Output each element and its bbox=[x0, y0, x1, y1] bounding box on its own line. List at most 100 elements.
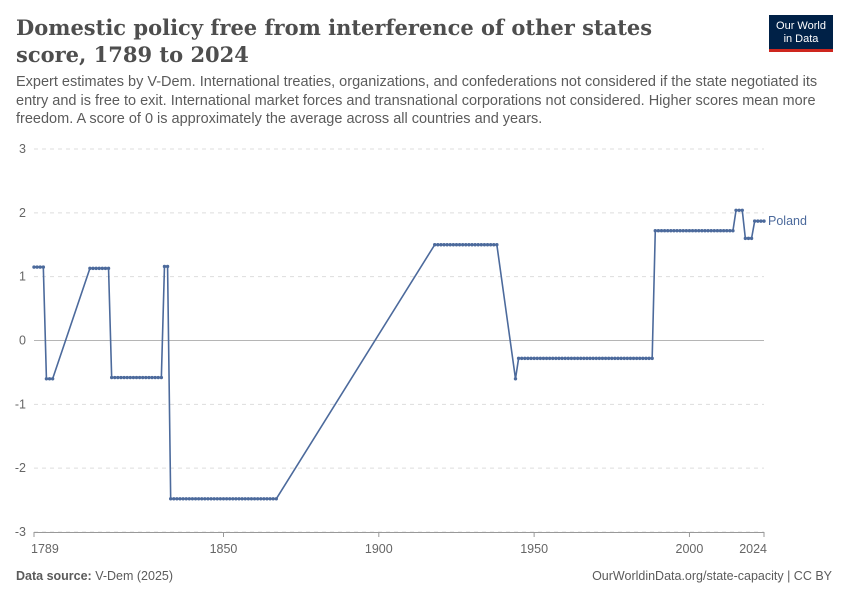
logo-line-1: Our World bbox=[776, 20, 826, 32]
data-point bbox=[137, 375, 142, 380]
data-point bbox=[203, 497, 207, 501]
data-point bbox=[482, 243, 487, 247]
data-point bbox=[619, 356, 623, 361]
data-point bbox=[106, 266, 111, 271]
data-point bbox=[464, 243, 468, 247]
data-point bbox=[647, 356, 651, 361]
data-point bbox=[600, 356, 605, 361]
data-point bbox=[752, 219, 757, 223]
data-point bbox=[228, 497, 232, 501]
data-point bbox=[690, 229, 695, 233]
data-point bbox=[221, 497, 226, 501]
data-point bbox=[153, 375, 157, 380]
data-point bbox=[535, 356, 539, 361]
data-point bbox=[625, 356, 630, 361]
y-tick-label: 0 bbox=[19, 334, 26, 348]
data-point bbox=[725, 229, 729, 233]
data-point bbox=[156, 375, 160, 380]
data-point bbox=[749, 236, 754, 241]
data-point bbox=[231, 497, 235, 501]
data-point bbox=[594, 356, 598, 361]
data-point bbox=[206, 497, 210, 501]
data-point bbox=[259, 497, 263, 501]
data-point bbox=[638, 356, 642, 361]
data-point bbox=[669, 229, 673, 233]
data-point bbox=[200, 497, 204, 501]
data-point bbox=[274, 497, 278, 501]
data-point bbox=[616, 356, 620, 361]
data-point bbox=[144, 375, 148, 380]
data-point bbox=[591, 356, 595, 361]
data-point bbox=[485, 243, 490, 247]
data-point bbox=[147, 375, 151, 380]
y-axis-ticks: 3 2 1 0 -1 -2 -3 bbox=[15, 142, 26, 539]
data-point bbox=[88, 266, 92, 271]
x-axis-ticks: 1789 1850 1900 1950 2000 2024 bbox=[31, 532, 767, 556]
x-tick-label: 2024 bbox=[739, 542, 767, 556]
data-point bbox=[666, 229, 670, 233]
data-point bbox=[560, 356, 564, 361]
data-point bbox=[38, 265, 42, 269]
data-point bbox=[613, 356, 617, 361]
data-point bbox=[122, 375, 126, 380]
data-point bbox=[662, 229, 667, 233]
data-point bbox=[718, 229, 723, 233]
data-point bbox=[100, 266, 105, 271]
data-point bbox=[675, 229, 679, 233]
data-point bbox=[97, 266, 101, 271]
data-point bbox=[687, 229, 692, 233]
data-point bbox=[610, 356, 614, 361]
data-point bbox=[445, 243, 449, 247]
data-point bbox=[243, 497, 247, 501]
data-point bbox=[547, 356, 552, 361]
x-tick-label: 1950 bbox=[520, 542, 548, 556]
data-point bbox=[41, 265, 46, 269]
data-point bbox=[134, 375, 139, 380]
y-tick-label: -1 bbox=[15, 397, 26, 411]
data-point bbox=[706, 229, 710, 233]
data-point bbox=[209, 497, 213, 501]
data-point bbox=[672, 229, 676, 233]
data-point bbox=[246, 497, 251, 501]
data-point bbox=[262, 497, 266, 501]
logo-accent-bar bbox=[769, 49, 833, 52]
data-point bbox=[650, 356, 654, 361]
data-point bbox=[656, 229, 661, 233]
data-point bbox=[265, 497, 269, 501]
series-line[interactable] bbox=[34, 209, 764, 500]
data-point bbox=[572, 356, 577, 361]
data-source-label: Data source: bbox=[16, 569, 92, 583]
data-point bbox=[237, 497, 241, 501]
data-point bbox=[187, 497, 192, 501]
data-point bbox=[252, 497, 257, 501]
data-point bbox=[597, 356, 602, 361]
data-point bbox=[715, 229, 720, 233]
data-point bbox=[131, 375, 136, 380]
data-point bbox=[529, 356, 533, 361]
data-point bbox=[513, 377, 518, 381]
data-point bbox=[495, 243, 499, 247]
data-point bbox=[94, 266, 98, 271]
data-point bbox=[467, 243, 471, 247]
source-url-link[interactable]: OurWorldinData.org/state-capacity | CC B… bbox=[592, 569, 832, 583]
data-point bbox=[178, 497, 182, 501]
series-labels: Poland bbox=[768, 214, 807, 228]
data-point bbox=[212, 497, 216, 501]
data-point bbox=[215, 497, 219, 501]
data-point bbox=[759, 219, 763, 223]
data-point bbox=[454, 243, 459, 247]
data-point bbox=[544, 356, 549, 361]
data-point bbox=[731, 229, 735, 233]
data-point bbox=[439, 243, 443, 247]
chart-title: Domestic policy free from interference o… bbox=[16, 15, 653, 67]
data-point bbox=[631, 356, 636, 361]
data-point bbox=[159, 375, 164, 380]
data-point bbox=[47, 377, 52, 381]
data-point bbox=[168, 497, 173, 501]
data-point bbox=[91, 266, 95, 271]
data-point bbox=[119, 375, 123, 380]
data-point bbox=[128, 375, 132, 380]
data-point bbox=[523, 356, 527, 361]
data-point bbox=[184, 497, 188, 501]
owid-logo[interactable]: Our World in Data bbox=[769, 15, 833, 52]
